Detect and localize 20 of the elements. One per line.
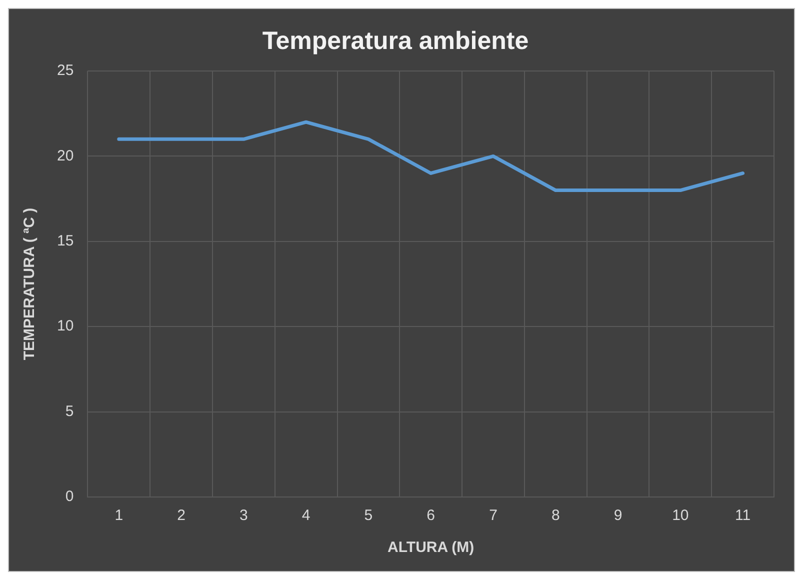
y-tick-label: 15 <box>56 232 74 250</box>
x-tick-label: 6 <box>426 507 436 524</box>
x-tick-label: 10 <box>672 507 689 524</box>
y-tick-label: 0 <box>65 488 74 506</box>
y-axis-title: TEMPERATURA ( ªC ) <box>21 208 38 360</box>
x-tick-label: 11 <box>735 507 751 524</box>
y-tick-label: 5 <box>65 402 74 420</box>
x-tick-label: 8 <box>551 507 560 524</box>
y-tick-label: 10 <box>56 318 74 335</box>
x-tick-label: 5 <box>364 507 373 524</box>
x-tick-label: 2 <box>177 507 186 524</box>
y-tick-label: 20 <box>56 147 74 164</box>
y-tick-label: 25 <box>56 62 74 80</box>
x-axis-title: ALTURA (M) <box>388 539 474 556</box>
x-tick-label: 7 <box>489 507 498 524</box>
x-tick-label: 9 <box>614 507 622 524</box>
x-tick-label: 4 <box>302 507 310 524</box>
chart-title: Temperatura ambiente <box>262 26 529 55</box>
x-tick-label: 3 <box>239 507 248 524</box>
x-tick-label: 1 <box>114 507 124 524</box>
